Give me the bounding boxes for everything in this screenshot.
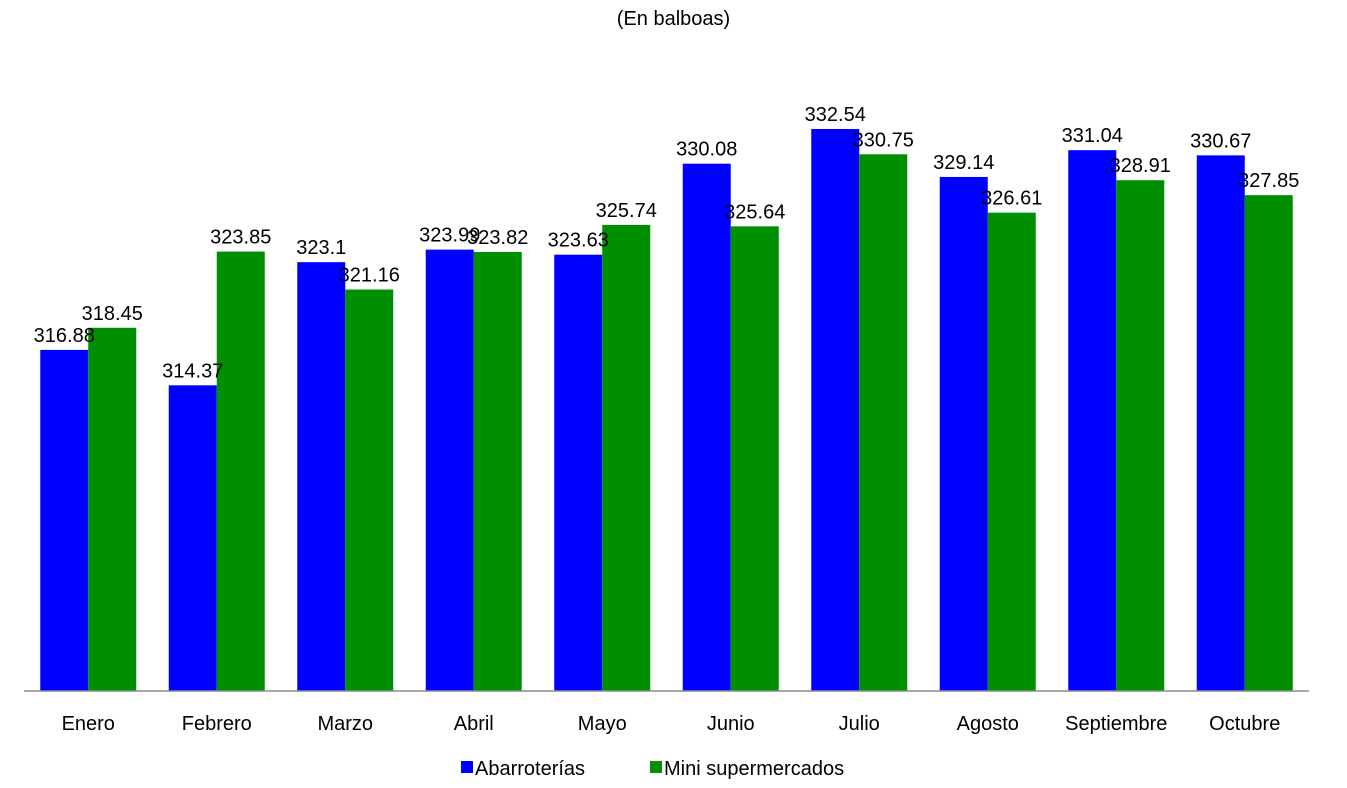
bar-mini-supermercados-9 — [1116, 180, 1165, 691]
category-label-5: Mayo — [578, 713, 627, 735]
value-label-mini-supermercados-9: 328.91 — [1110, 155, 1171, 177]
value-label-mini-supermercados-8: 326.61 — [981, 188, 1042, 210]
category-label-8: Agosto — [957, 713, 1019, 735]
category-label-10: Octubre — [1209, 713, 1280, 735]
value-label-mini-supermercados-2: 323.85 — [210, 227, 271, 249]
legend-swatch-abarroterias — [461, 761, 473, 773]
bar-mini-supermercados-5 — [602, 224, 651, 691]
bar-abarroterias-7 — [811, 129, 860, 691]
bar-mini-supermercados-2 — [216, 251, 265, 691]
legend-swatch-mini-supermercados — [650, 761, 662, 773]
bar-abarroterias-9 — [1068, 150, 1117, 691]
value-label-abarroterias-8: 329.14 — [933, 152, 994, 174]
legend-label-abarroterias: Abarroterías — [475, 758, 585, 780]
legend: Abarroterías Mini supermercados — [461, 758, 844, 780]
value-label-mini-supermercados-6: 325.64 — [724, 201, 785, 223]
legend-label-mini-supermercados: Mini supermercados — [664, 758, 844, 780]
category-label-3: Marzo — [317, 713, 373, 735]
value-label-mini-supermercados-4: 323.82 — [467, 227, 528, 249]
value-label-abarroterias-1: 316.88 — [34, 325, 95, 347]
category-label-2: Febrero — [182, 713, 252, 735]
value-label-abarroterias-9: 331.04 — [1062, 125, 1123, 147]
bar-mini-supermercados-1 — [88, 327, 137, 691]
value-label-mini-supermercados-7: 330.75 — [853, 129, 914, 151]
bar-mini-supermercados-10 — [1244, 195, 1293, 692]
bar-mini-supermercados-7 — [859, 154, 908, 692]
value-label-mini-supermercados-1: 318.45 — [82, 303, 143, 325]
bar-mini-supermercados-3 — [345, 289, 394, 691]
value-label-abarroterias-3: 323.1 — [296, 237, 346, 259]
bar-abarroterias-10 — [1196, 155, 1245, 691]
bar-abarroterias-3 — [297, 262, 346, 691]
bar-mini-supermercados-4 — [473, 252, 522, 691]
chart-subtitle: (En balboas) — [616, 8, 731, 30]
category-label-9: Septiembre — [1065, 713, 1167, 735]
value-label-mini-supermercados-10: 327.85 — [1238, 170, 1299, 192]
value-label-mini-supermercados-3: 321.16 — [339, 265, 400, 287]
value-label-abarroterias-6: 330.08 — [676, 139, 737, 161]
bar-abarroterias-5 — [554, 254, 603, 692]
value-label-abarroterias-2: 314.37 — [162, 360, 223, 382]
category-label-6: Junio — [707, 713, 755, 735]
bar-abarroterias-2 — [168, 385, 217, 691]
value-label-abarroterias-5: 323.63 — [548, 230, 609, 252]
value-label-mini-supermercados-5: 325.74 — [596, 200, 657, 222]
value-label-abarroterias-4: 323.99 — [419, 225, 480, 247]
category-label-1: Enero — [62, 713, 115, 735]
category-label-4: Abril — [454, 713, 494, 735]
value-label-abarroterias-10: 330.67 — [1190, 130, 1251, 152]
bar-mini-supermercados-8 — [987, 212, 1036, 691]
bar-abarroterias-8 — [939, 176, 988, 691]
bar-mini-supermercados-6 — [730, 226, 779, 691]
category-labels-group: Enero Febrero Marzo Abril Mayo Junio Julio Agos… — [62, 713, 1281, 735]
bar-abarroterias-6 — [682, 163, 731, 692]
bars-group — [40, 129, 1293, 692]
category-label-7: Julio — [839, 713, 880, 735]
bar-abarroterias-1 — [40, 349, 89, 691]
bar-abarroterias-4 — [425, 249, 474, 692]
value-label-abarroterias-7: 332.54 — [805, 104, 866, 126]
